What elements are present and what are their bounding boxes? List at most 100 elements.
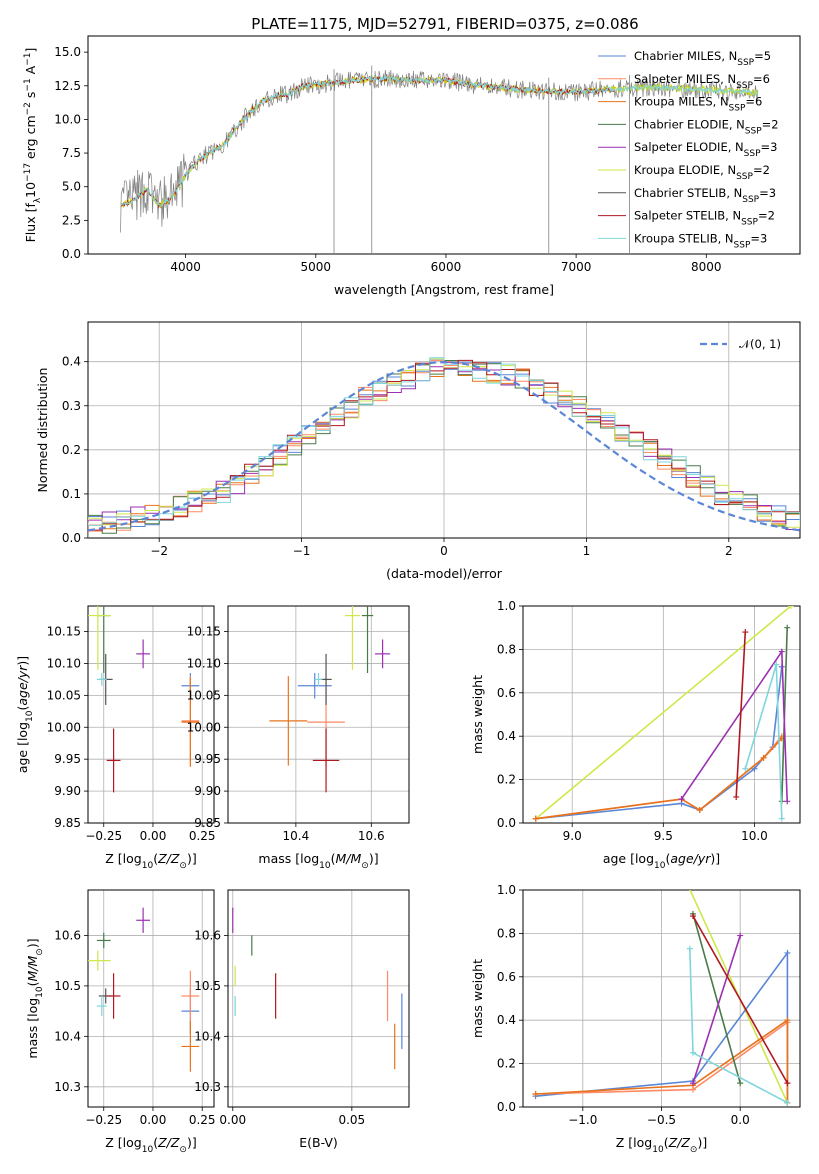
histogram-step-line: [88, 359, 800, 531]
x-tick-label: 0.25: [189, 829, 216, 843]
x-tick-label: −2: [150, 544, 168, 558]
x-tick-label: 10.4: [283, 829, 310, 843]
axes-frame: [227, 889, 410, 1108]
x-tick-label: 8000: [691, 260, 722, 274]
y-tick-label: 0.2: [62, 443, 81, 457]
axes-0: 4000 5000 6000 7000 8000 0.0 2.5 5.0 7.5 10.0 12.5…: [23, 35, 801, 297]
x-tick-label: −0.25: [85, 829, 122, 843]
y-tick-label: 0.8: [497, 926, 516, 940]
mass-weight-line: [692, 935, 741, 1084]
legend-entry: Salpeter ELODIE, NSSP=3: [634, 140, 777, 159]
legend-entry: Kroupa ELODIE, NSSP=2: [634, 163, 770, 182]
y-tick-label: 1.0: [497, 599, 516, 613]
y-axis-label: Flux [fλ10−17 erg cm−2 s−1 A−1]: [23, 48, 43, 243]
y-tick-label: 9.95: [54, 752, 81, 766]
mass-weight-line: [735, 631, 747, 798]
mass-weight-marker: [784, 624, 791, 631]
x-axis-label: (data-model)/error: [386, 566, 503, 581]
y-tick-label: 10.15: [47, 625, 81, 639]
x-axis-label: E(B-V): [299, 1135, 338, 1150]
x-axis-label: mass [log10(M/M⊙)]: [258, 851, 378, 871]
y-tick-label: 10.00: [47, 720, 81, 734]
y-tick-label: 10.6: [54, 928, 81, 942]
axes-frame: [227, 605, 410, 824]
y-tick-label: 0.3: [62, 399, 81, 413]
y-tick-label: 0.4: [62, 355, 81, 369]
y-tick-label: 0.1: [62, 487, 81, 501]
x-tick-label: 4000: [170, 260, 201, 274]
x-tick-label: 0: [440, 544, 448, 558]
mass-weight-marker: [678, 796, 685, 803]
x-axis-label: Z [log10(Z/Z⊙)]: [616, 1135, 707, 1155]
legend-entry: Chabrier ELODIE, NSSP=2: [634, 117, 779, 136]
legend-entry: Chabrier MILES, NSSP=5: [634, 49, 771, 68]
mass-weight-marker: [686, 945, 693, 952]
mass-weight-line: [680, 649, 788, 802]
spectrum-model-line: [120, 74, 616, 209]
y-tick-label: 10.6: [194, 928, 221, 942]
axes-frame: [87, 321, 801, 539]
x-tick-label: 10.0: [741, 829, 768, 843]
mass-weight-marker: [742, 765, 749, 772]
y-tick-label: 0.2: [497, 1057, 516, 1071]
y-tick-label: 2.5: [62, 213, 81, 227]
mass-weight-marker: [760, 754, 767, 761]
legend-entry: 𝒩(0, 1): [739, 337, 781, 351]
y-tick-label: 0.0: [62, 247, 81, 261]
x-tick-label: −0.25: [85, 1113, 122, 1127]
y-tick-label: 0.0: [62, 531, 81, 545]
spectrum-model-line: [120, 74, 758, 208]
x-tick-label: 10.6: [358, 829, 385, 843]
axes-frame: [87, 889, 215, 1108]
y-tick-label: 10.5: [54, 979, 81, 993]
axes-5: −0.25 0.00 0.25 10.3 10.4 10.5 10.6 Z [log10(Z/…: [25, 889, 216, 1155]
legend-entry: Kroupa STELIB, NSSP=3: [634, 231, 767, 250]
mass-weight-marker: [733, 793, 740, 800]
x-axis-label: Z [log10(Z/Z⊙)]: [105, 851, 196, 871]
y-tick-label: 0.0: [497, 1100, 516, 1114]
axes-frame: [522, 889, 801, 1108]
legend-entry: Salpeter MILES, NSSP=6: [634, 72, 770, 91]
y-tick-label: 10.10: [47, 656, 81, 670]
axes-frame: [522, 605, 801, 824]
x-tick-label: 0.0: [731, 1113, 750, 1127]
axes-frame: [87, 605, 215, 824]
x-tick-label: 9.0: [563, 829, 582, 843]
mass-weight-marker: [682, 876, 688, 882]
mass-weight-marker: [784, 1099, 791, 1106]
x-tick-label: 7000: [561, 260, 592, 274]
x-axis-label: Z [log10(Z/Z⊙)]: [105, 1135, 196, 1155]
y-tick-label: 9.90: [54, 784, 81, 798]
mass-weight-line: [535, 606, 792, 820]
x-tick-label: 0.25: [189, 1113, 216, 1127]
axes-2: −0.25 0.00 0.25 9.85 9.90 9.95 10.00 10.05 10.10…: [15, 605, 216, 871]
y-tick-label: 9.85: [54, 816, 81, 830]
y-tick-label: 1.0: [497, 883, 516, 897]
y-tick-label: 0.8: [497, 642, 516, 656]
y-axis-label: mass weight: [470, 959, 485, 1038]
x-tick-label: 2: [725, 544, 733, 558]
y-tick-label: 10.3: [194, 1080, 221, 1094]
y-tick-label: 0.4: [497, 1013, 516, 1027]
mass-weight-marker: [532, 815, 539, 822]
y-tick-label: 0.6: [497, 686, 516, 700]
mass-weight-marker: [742, 629, 749, 636]
mass-weight-marker: [689, 1080, 696, 1087]
y-axis-label: mass weight: [470, 675, 485, 754]
mass-weight-line: [535, 666, 783, 820]
mass-weight-marker: [751, 765, 758, 772]
legend-entry: Chabrier STELIB, NSSP=3: [634, 186, 776, 205]
y-tick-label: 0.6: [497, 970, 516, 984]
mass-weight-line: [689, 890, 789, 1104]
mass-weight-marker: [737, 1080, 744, 1087]
y-tick-label: 15.0: [54, 45, 81, 59]
mass-weight-line: [692, 915, 789, 1084]
mass-weight-marker: [784, 949, 791, 956]
axes-7: −1.0 −0.5 0.0 0.0 0.2 0.4 0.6 0.8 1.0 Z [log10(Z/…: [470, 876, 801, 1155]
axes-4: 9.0 9.5 10.0 0.0 0.2 0.4 0.6 0.8 1.0 age [log10(a…: [470, 599, 801, 871]
mass-weight-line: [692, 913, 741, 1084]
y-tick-label: 10.3: [54, 1080, 81, 1094]
x-tick-label: 6000: [431, 260, 462, 274]
x-tick-label: 5000: [301, 260, 332, 274]
mass-weight-marker: [778, 815, 785, 822]
